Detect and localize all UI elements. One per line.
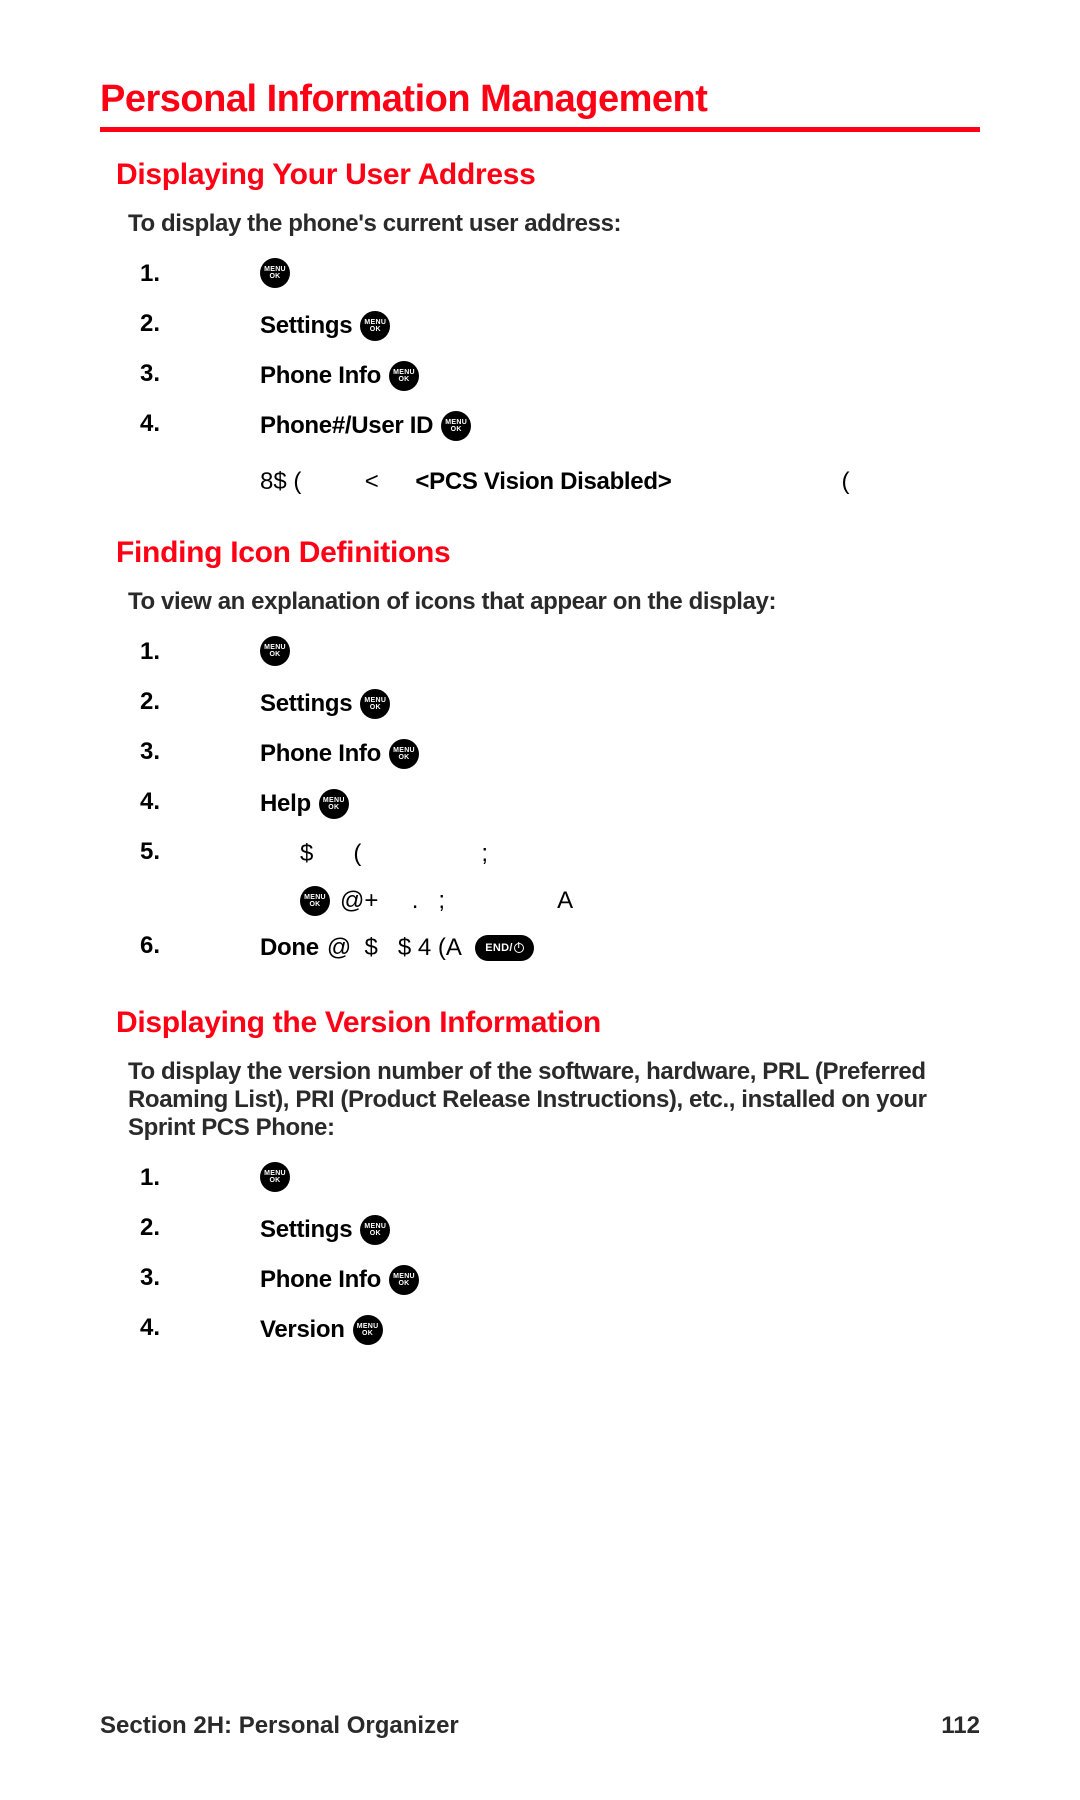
note-text: 8$ ( <box>260 468 301 496</box>
section-intro: To display the version number of the sof… <box>128 1058 980 1142</box>
step-row: 5. $ ( ; <box>140 836 980 872</box>
menu-ok-icon: MENUOK <box>389 361 419 391</box>
step-text: @ $ $ 4 (A <box>327 930 467 966</box>
step-row: 3.Phone Info MENUOK <box>140 736 980 772</box>
footer-page-number: 112 <box>941 1712 980 1740</box>
step-row: 4.Version MENUOK <box>140 1312 980 1348</box>
step-number: 1. <box>140 1162 260 1192</box>
menu-ok-icon: MENUOK <box>389 739 419 769</box>
menu-ok-icon: MENUOK <box>300 886 330 916</box>
step-text: $ ( ; <box>260 836 488 872</box>
step-number: 2. <box>140 686 260 716</box>
title-rule <box>100 127 980 132</box>
menu-ok-icon: MENUOK <box>353 1315 383 1345</box>
section-intro: To display the phone's current user addr… <box>128 210 980 238</box>
step-number: 2. <box>140 308 260 338</box>
section-heading: Displaying the Version Information <box>116 1006 980 1040</box>
steps-list: 1.MENUOK2.SettingsMENUOK3.Phone InfoMENU… <box>140 1162 980 1348</box>
step-row: 6.Done @ $ $ 4 (A END/ <box>140 930 980 966</box>
step-body: Phone Info MENUOK <box>260 1262 419 1298</box>
menu-ok-icon: MENUOK <box>360 1215 390 1245</box>
note-line: 8$ ( < <PCS Vision Disabled> ( <box>260 468 980 496</box>
menu-ok-icon: MENUOK <box>360 311 390 341</box>
page-title: Personal Information Management <box>100 78 980 121</box>
step-sub-line: MENUOK @+ . ; A <box>300 886 980 916</box>
step-number: 6. <box>140 930 260 960</box>
note-text: < <box>311 468 405 496</box>
step-label: Settings <box>260 686 352 722</box>
menu-ok-icon: MENUOK <box>260 1162 290 1192</box>
step-label: Done <box>260 930 319 966</box>
step-number: 1. <box>140 636 260 666</box>
step-number: 5. <box>140 836 260 866</box>
menu-ok-icon: MENUOK <box>360 689 390 719</box>
section-heading: Finding Icon Definitions <box>116 536 980 570</box>
menu-ok-icon: MENUOK <box>260 258 290 288</box>
step-label: Phone Info <box>260 358 381 394</box>
step-body: Help MENUOK <box>260 786 349 822</box>
step-body: MENUOK <box>260 636 290 666</box>
sections-container: Displaying Your User Address To display t… <box>100 158 980 1388</box>
step-number: 3. <box>140 1262 260 1292</box>
step-number: 1. <box>140 258 260 288</box>
step-body: MENUOK <box>260 258 290 288</box>
menu-ok-icon: MENUOK <box>319 789 349 819</box>
step-label: Phone Info <box>260 1262 381 1298</box>
step-body: Settings MENUOK <box>260 308 390 344</box>
step-row: 3.Phone Info MENUOK <box>140 1262 980 1298</box>
section-heading: Displaying Your User Address <box>116 158 980 192</box>
step-label: Help <box>260 786 311 822</box>
step-row: 1.MENUOK <box>140 1162 980 1198</box>
step-body: Phone#/User ID MENUOK <box>260 408 471 444</box>
step-body: Phone Info MENUOK <box>260 358 419 394</box>
step-row: 1.MENUOK <box>140 258 980 294</box>
step-row: 3.Phone Info MENUOK <box>140 358 980 394</box>
menu-ok-icon: MENUOK <box>441 411 471 441</box>
step-label: Settings <box>260 308 352 344</box>
step-row: 4.Phone#/User ID MENUOK <box>140 408 980 444</box>
step-row: 2.Settings MENUOK <box>140 686 980 722</box>
note-bold: <PCS Vision Disabled> <box>415 468 671 496</box>
step-label: Settings <box>260 1212 352 1248</box>
step-number: 4. <box>140 786 260 816</box>
step-number: 2. <box>140 1212 260 1242</box>
step-label: Phone#/User ID <box>260 408 433 444</box>
menu-ok-icon: MENUOK <box>389 1265 419 1295</box>
step-text: @+ . ; A <box>340 887 573 915</box>
step-row: 2.Settings MENUOK <box>140 1212 980 1248</box>
step-label: Version <box>260 1312 345 1348</box>
step-number: 4. <box>140 408 260 438</box>
end-power-icon: END/ <box>475 935 533 961</box>
step-body: Version MENUOK <box>260 1312 383 1348</box>
footer-left: Section 2H: Personal Organizer <box>100 1712 459 1740</box>
step-label: Phone Info <box>260 736 381 772</box>
step-row: 4.Help MENUOK <box>140 786 980 822</box>
section-intro: To view an explanation of icons that app… <box>128 588 980 616</box>
step-row: 1.MENUOK <box>140 636 980 672</box>
step-body: Settings MENUOK <box>260 686 390 722</box>
steps-list: 1.MENUOK2.SettingsMENUOK3.Phone InfoMENU… <box>140 636 980 966</box>
step-number: 3. <box>140 358 260 388</box>
step-body: MENUOK <box>260 1162 290 1192</box>
steps-list: 1.MENUOK2.SettingsMENUOK3.Phone InfoMENU… <box>140 258 980 444</box>
step-number: 3. <box>140 736 260 766</box>
step-body: Done @ $ $ 4 (A END/ <box>260 930 534 966</box>
note-text: ( <box>681 468 849 496</box>
step-body: Phone Info MENUOK <box>260 736 419 772</box>
page-footer: Section 2H: Personal Organizer 112 <box>100 1712 980 1740</box>
step-row: 2.Settings MENUOK <box>140 308 980 344</box>
step-body: $ ( ; <box>260 836 488 872</box>
document-page: Personal Information Management Displayi… <box>0 0 1080 1800</box>
step-number: 4. <box>140 1312 260 1342</box>
step-body: Settings MENUOK <box>260 1212 390 1248</box>
menu-ok-icon: MENUOK <box>260 636 290 666</box>
